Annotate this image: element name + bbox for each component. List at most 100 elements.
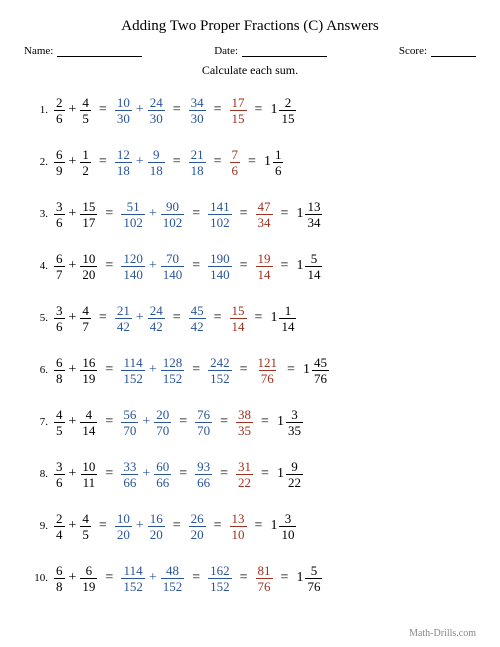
numerator: 26 bbox=[189, 512, 206, 526]
numerator: 6 bbox=[54, 148, 65, 162]
whole-part: 1 bbox=[277, 414, 286, 430]
denominator: 42 bbox=[148, 318, 165, 333]
fraction: 4542 bbox=[189, 304, 206, 333]
denominator: 18 bbox=[148, 162, 165, 177]
denominator: 6 bbox=[54, 318, 65, 333]
denominator: 102 bbox=[121, 214, 145, 229]
fraction: 1620 bbox=[148, 512, 165, 541]
numerator: 4 bbox=[84, 408, 95, 422]
denominator: 14 bbox=[230, 318, 247, 333]
mixed-number: 1310 bbox=[270, 512, 296, 541]
fraction: 68 bbox=[54, 356, 65, 385]
equals: = bbox=[91, 518, 115, 534]
denominator: 102 bbox=[161, 214, 185, 229]
numerator: 3 bbox=[283, 512, 294, 526]
whole-part: 1 bbox=[296, 258, 305, 274]
plus-op: + bbox=[65, 362, 81, 378]
equals: = bbox=[171, 414, 195, 430]
denominator: 15 bbox=[230, 110, 247, 125]
problem-list: 1.26+45=1030+2430=3430=1715=12152.69+12=… bbox=[24, 88, 476, 600]
numerator: 3 bbox=[54, 200, 65, 214]
numerator: 162 bbox=[208, 564, 232, 578]
equals: = bbox=[206, 154, 230, 170]
whole-part: 1 bbox=[264, 154, 273, 170]
plus-op: + bbox=[65, 518, 81, 534]
fraction: 47 bbox=[80, 304, 91, 333]
whole-part: 1 bbox=[277, 466, 286, 482]
fraction: 36 bbox=[54, 200, 65, 229]
numerator: 2 bbox=[54, 96, 65, 110]
fraction: 1914 bbox=[256, 252, 273, 281]
numerator: 128 bbox=[161, 356, 185, 370]
denominator: 30 bbox=[148, 110, 165, 125]
fraction: 162152 bbox=[208, 564, 232, 593]
equals: = bbox=[184, 258, 208, 274]
fraction: 24 bbox=[54, 512, 65, 541]
numerator: 24 bbox=[148, 304, 165, 318]
fraction: 3122 bbox=[236, 460, 253, 489]
equals: = bbox=[247, 518, 271, 534]
numerator: 60 bbox=[154, 460, 171, 474]
denominator: 14 bbox=[256, 266, 273, 281]
numerator: 17 bbox=[230, 96, 247, 110]
problem-row: 10.68+619=114152+48152=162152=8176=1576 bbox=[24, 556, 476, 600]
denominator: 15 bbox=[279, 110, 296, 125]
denominator: 30 bbox=[189, 110, 206, 125]
numerator: 121 bbox=[256, 356, 280, 370]
fraction: 2442 bbox=[148, 304, 165, 333]
denominator: 6 bbox=[54, 110, 65, 125]
denominator: 66 bbox=[121, 474, 138, 489]
problem-number: 3. bbox=[24, 208, 54, 220]
problem-number: 1. bbox=[24, 104, 54, 116]
plus-op: + bbox=[65, 570, 81, 586]
problem-row: 3.36+1517=51102+90102=141102=4734=11334 bbox=[24, 192, 476, 236]
problem-number: 4. bbox=[24, 260, 54, 272]
plus-op: + bbox=[65, 206, 81, 222]
equals: = bbox=[91, 102, 115, 118]
numerator: 93 bbox=[195, 460, 212, 474]
numerator: 76 bbox=[195, 408, 212, 422]
problem-number: 7. bbox=[24, 416, 54, 428]
denominator: 20 bbox=[115, 526, 132, 541]
equals: = bbox=[91, 310, 115, 326]
numerator: 13 bbox=[305, 200, 322, 214]
denominator: 6 bbox=[54, 474, 65, 489]
denominator: 20 bbox=[189, 526, 206, 541]
plus-op: + bbox=[145, 258, 161, 274]
fraction: 619 bbox=[80, 564, 97, 593]
date-line bbox=[242, 45, 327, 57]
plus-op: + bbox=[145, 570, 161, 586]
denominator: 20 bbox=[80, 266, 97, 281]
fraction: 1030 bbox=[115, 96, 132, 125]
instruction: Calculate each sum. bbox=[24, 63, 476, 78]
numerator: 10 bbox=[115, 96, 132, 110]
mixed-number: 1576 bbox=[296, 564, 322, 593]
problem-number: 6. bbox=[24, 364, 54, 376]
numerator: 48 bbox=[164, 564, 181, 578]
numerator: 1 bbox=[80, 148, 91, 162]
fraction: 190140 bbox=[208, 252, 232, 281]
fraction: 26 bbox=[54, 96, 65, 125]
plus-op: + bbox=[65, 414, 81, 430]
numerator: 16 bbox=[148, 512, 165, 526]
problem-row: 9.24+45=1020+1620=2620=1310=1310 bbox=[24, 504, 476, 548]
denominator: 22 bbox=[286, 474, 303, 489]
fraction: 69 bbox=[54, 148, 65, 177]
equals: = bbox=[212, 466, 236, 482]
problem-row: 5.36+47=2142+2442=4542=1514=1114 bbox=[24, 296, 476, 340]
plus-op: + bbox=[65, 466, 81, 482]
equals: = bbox=[232, 570, 256, 586]
equals: = bbox=[279, 362, 303, 378]
numerator: 4 bbox=[80, 304, 91, 318]
denominator: 140 bbox=[161, 266, 185, 281]
numerator: 19 bbox=[256, 252, 273, 266]
fraction: 514 bbox=[305, 252, 322, 281]
numerator: 56 bbox=[121, 408, 138, 422]
fraction: 120140 bbox=[121, 252, 145, 281]
denominator: 11 bbox=[81, 474, 98, 489]
fraction: 4576 bbox=[312, 356, 329, 385]
numerator: 242 bbox=[208, 356, 232, 370]
numerator: 45 bbox=[189, 304, 206, 318]
mixed-number: 1922 bbox=[277, 460, 303, 489]
denominator: 152 bbox=[208, 578, 232, 593]
